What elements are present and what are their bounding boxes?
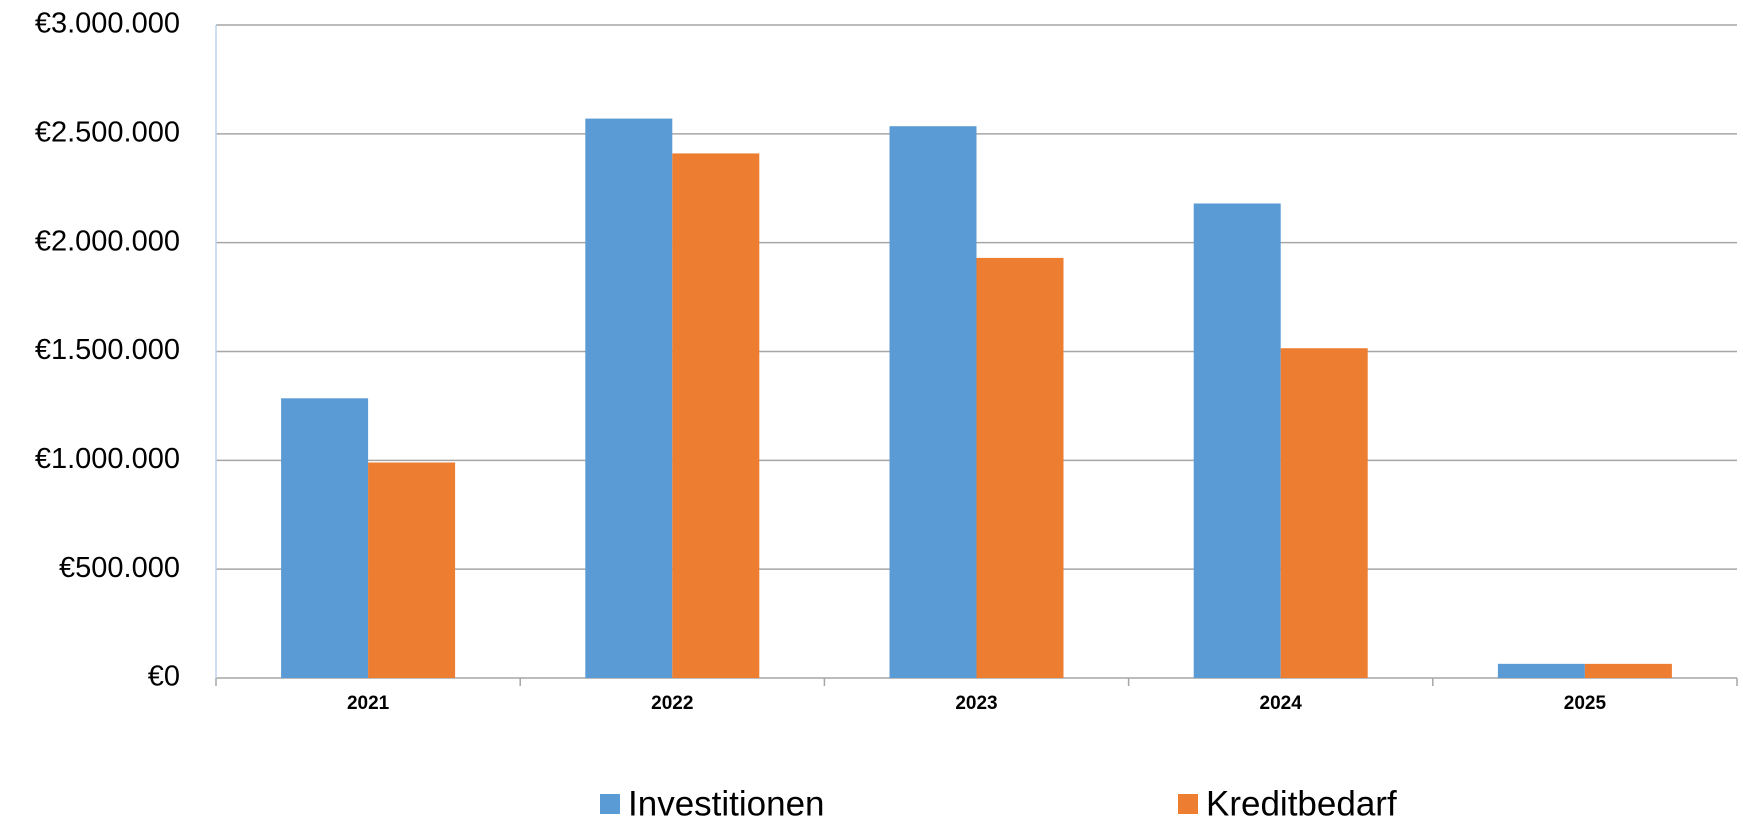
legend-swatch: [1178, 794, 1198, 814]
y-tick-label: €1.000.000: [35, 443, 180, 475]
y-tick-label: €0: [148, 661, 180, 693]
y-tick-label: €1.500.000: [35, 334, 180, 366]
bar: [889, 126, 977, 679]
y-tick-label: €2.000.000: [35, 225, 180, 257]
x-tick-label: 2024: [1260, 693, 1303, 714]
bar: [1584, 663, 1672, 678]
x-tick-label: 2022: [651, 693, 693, 714]
x-tick-label: 2025: [1564, 693, 1607, 714]
bar: [1280, 348, 1368, 678]
bar: [1497, 663, 1585, 678]
legend-label: Kreditbedarf: [1206, 784, 1397, 822]
legend-swatch: [600, 794, 620, 814]
bar: [368, 462, 456, 678]
legend-label: Investitionen: [628, 784, 825, 822]
bar: [585, 118, 673, 678]
y-tick-label: €2.500.000: [35, 116, 180, 148]
y-tick-label: €500.000: [59, 552, 180, 584]
bar: [976, 257, 1064, 678]
x-tick-label: 2023: [955, 693, 997, 714]
bar: [281, 398, 369, 678]
bar: [672, 153, 760, 678]
bar: [1193, 203, 1281, 678]
x-tick-label: 2021: [347, 693, 390, 714]
y-tick-label: €3.000.000: [35, 8, 180, 40]
